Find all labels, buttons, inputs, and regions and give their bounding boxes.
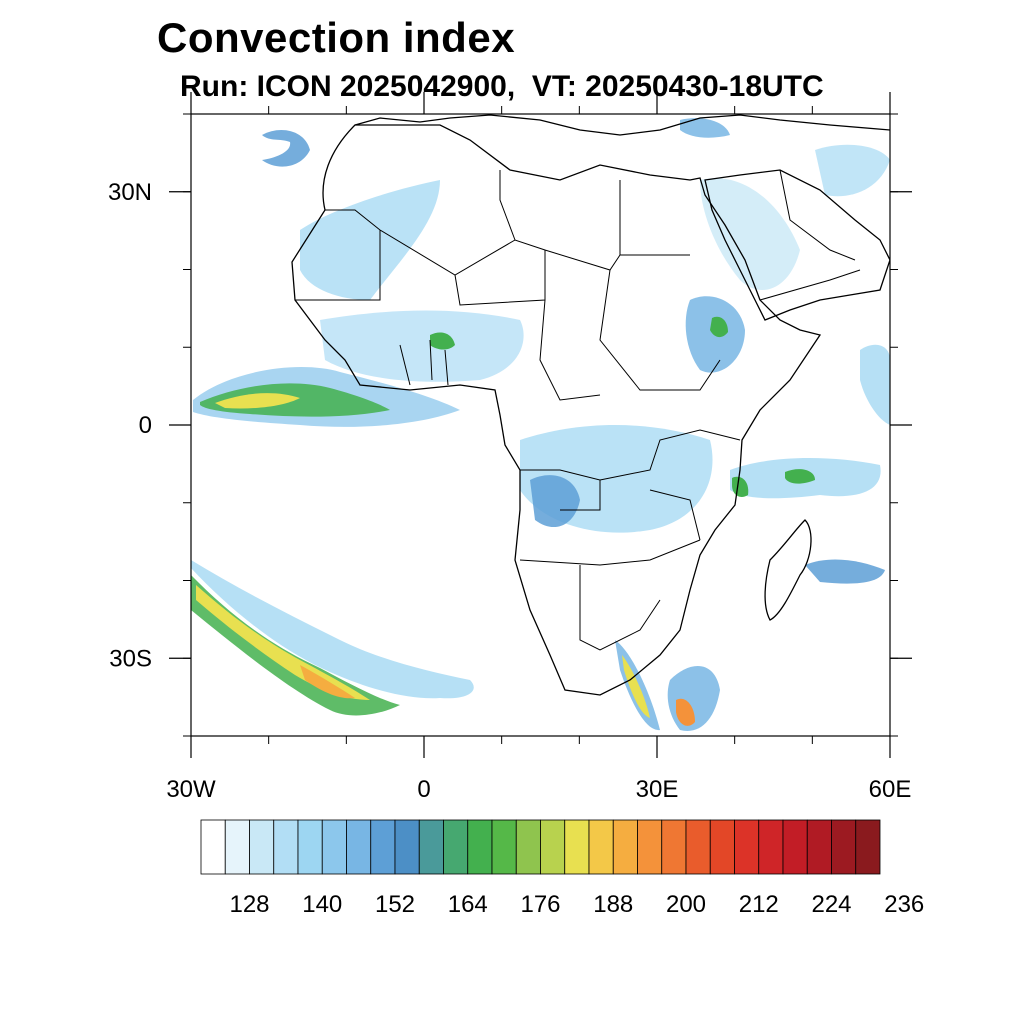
convection-area	[262, 130, 310, 167]
colorbar-label: 152	[375, 891, 415, 918]
border	[454, 250, 546, 306]
convection-area	[300, 665, 355, 699]
colorbar-label: 140	[302, 891, 342, 918]
colorbar-box	[758, 819, 784, 875]
coastlines	[291, 114, 890, 696]
colorbar-label: 128	[229, 891, 269, 918]
border	[295, 230, 381, 301]
colorbar-box	[831, 819, 857, 875]
colorbar-box	[637, 819, 663, 875]
colorbar: 128 140 152 164 176 188 200 212 224 236	[200, 819, 924, 918]
axis-frame: 30N 0 30S 30W 0 30E 60E	[108, 92, 912, 803]
colorbar-box	[443, 819, 469, 875]
colorbar-box	[685, 819, 711, 875]
map-title: Convection index	[157, 14, 516, 61]
map-subtitle: Run: ICON 2025042900, VT: 20250430-18UTC	[180, 70, 824, 103]
lat-tick-label: 30N	[108, 179, 152, 206]
lon-tick-label: 30E	[636, 776, 679, 803]
colorbar-box	[321, 819, 347, 875]
colorbar-label: 200	[666, 891, 706, 918]
colorbar-box	[467, 819, 493, 875]
colorbar-box	[612, 819, 638, 875]
border	[599, 429, 741, 481]
country-borders	[295, 169, 861, 651]
colorbar-box	[297, 819, 323, 875]
convection-area	[860, 344, 890, 425]
border	[649, 489, 701, 541]
convection-area	[430, 332, 455, 350]
colorbar-box	[734, 819, 760, 875]
colorbar-box	[273, 819, 299, 875]
europe-coastline	[354, 114, 890, 136]
lon-tick-label: 0	[417, 776, 430, 803]
colorbar-label: 188	[593, 891, 633, 918]
madagascar-coastline	[764, 519, 812, 621]
convection-area	[700, 178, 800, 290]
colorbar-box	[661, 819, 687, 875]
colorbar-box	[588, 819, 614, 875]
colorbar-box	[224, 819, 250, 875]
colorbar-label: 236	[884, 891, 924, 918]
border	[539, 299, 601, 401]
colorbar-box	[855, 819, 881, 875]
colorbar-box	[540, 819, 566, 875]
colorbar-box	[418, 819, 444, 875]
convection-area	[785, 469, 815, 484]
border	[519, 539, 701, 566]
colorbar-box	[515, 819, 541, 875]
colorbar-label: 176	[520, 891, 560, 918]
convection-area	[191, 575, 400, 716]
border	[399, 339, 449, 386]
border	[759, 269, 861, 301]
lon-tick-label: 30W	[166, 776, 216, 803]
lon-tick-label: 60E	[869, 776, 912, 803]
colorbar-box	[249, 819, 275, 875]
convection-area	[300, 180, 440, 300]
convection-area	[191, 560, 474, 699]
colorbar-box	[370, 819, 396, 875]
colorbar-box	[346, 819, 372, 875]
arabia-coastline	[704, 169, 890, 321]
convection-area	[676, 698, 695, 726]
border	[599, 269, 721, 391]
convection-field	[191, 118, 890, 731]
convection-area	[815, 144, 890, 197]
colorbar-box	[709, 819, 735, 875]
colorbar-label: 212	[739, 891, 779, 918]
convection-area	[215, 393, 300, 409]
convection-area	[530, 475, 580, 528]
convection-area	[320, 310, 524, 382]
border	[579, 565, 661, 651]
convection-area	[732, 476, 749, 497]
border	[779, 169, 856, 261]
colorbar-box	[200, 819, 226, 875]
convection-area	[622, 655, 650, 718]
africa-coastline	[291, 124, 822, 696]
colorbar-box	[806, 819, 832, 875]
colorbar-label: 224	[811, 891, 851, 918]
convection-area	[680, 118, 730, 138]
lat-tick-label: 30S	[109, 645, 152, 672]
colorbar-box	[394, 819, 420, 875]
convection-area	[710, 316, 728, 338]
colorbar-box	[491, 819, 517, 875]
border	[499, 170, 516, 241]
colorbar-box	[564, 819, 590, 875]
lat-tick-label: 0	[139, 412, 152, 439]
colorbar-label: 164	[448, 891, 488, 918]
convection-area	[805, 559, 885, 584]
colorbar-box	[782, 819, 808, 875]
